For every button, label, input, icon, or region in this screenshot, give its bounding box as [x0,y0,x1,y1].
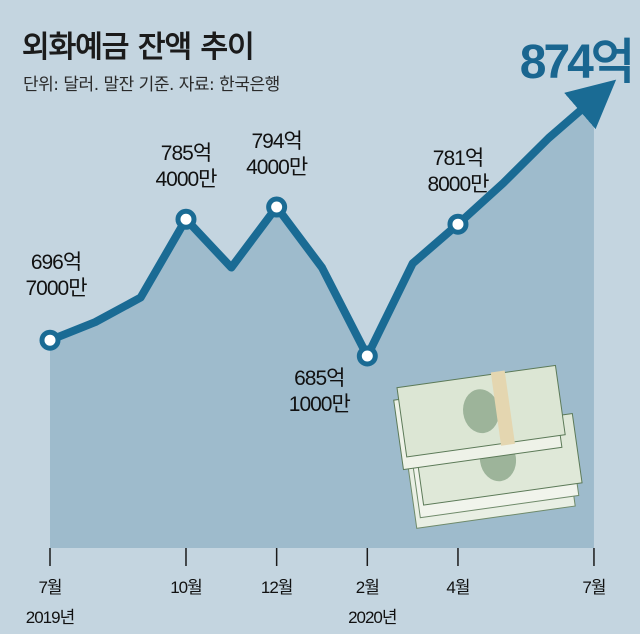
data-point-marker [447,213,469,235]
data-point-marker [39,329,61,351]
x-year-label: 2019년 [25,608,75,627]
data-label: 781억 8000만 [427,146,489,198]
chart-subtitle: 단위: 달러. 말잔 기준. 자료: 한국은행 [23,75,280,95]
x-tick-label: 10월 [170,578,203,597]
highlight-value: 874억 [519,36,635,89]
data-label-line2: 7000만 [25,277,87,301]
data-label-line1: 781억 [432,147,484,171]
data-label: 696억 7000만 [25,250,87,302]
x-year-label: 2020년 [348,608,397,627]
data-label: 685억 1000만 [288,366,351,418]
x-tick-label: 7월 [38,578,62,597]
data-point-marker [356,345,378,367]
money-stack-illustration [393,364,583,529]
data-point-marker [175,208,197,230]
data-point-marker [266,196,288,218]
x-tick-label: 2월 [355,578,380,597]
series-line [48,79,617,360]
data-label-line1: 696억 [30,251,82,275]
data-label-line1: 794억 [251,130,302,154]
data-label-line2: 4000만 [246,156,308,180]
x-tick-label: 7월 [582,578,606,597]
data-label-line1: 785억 [160,142,212,166]
data-label-line2: 8000만 [427,173,489,197]
x-tick-label: 4월 [446,578,470,597]
data-label-line2: 1000만 [288,393,351,416]
data-label: 794억 4000만 [246,129,308,181]
data-label-line2: 4000만 [155,168,217,192]
data-label-line1: 685억 [294,367,345,390]
x-tick-label: 12월 [260,578,294,597]
data-label: 785억 4000만 [155,141,217,193]
chart-title: 외화예금 잔액 추이 [22,30,255,65]
